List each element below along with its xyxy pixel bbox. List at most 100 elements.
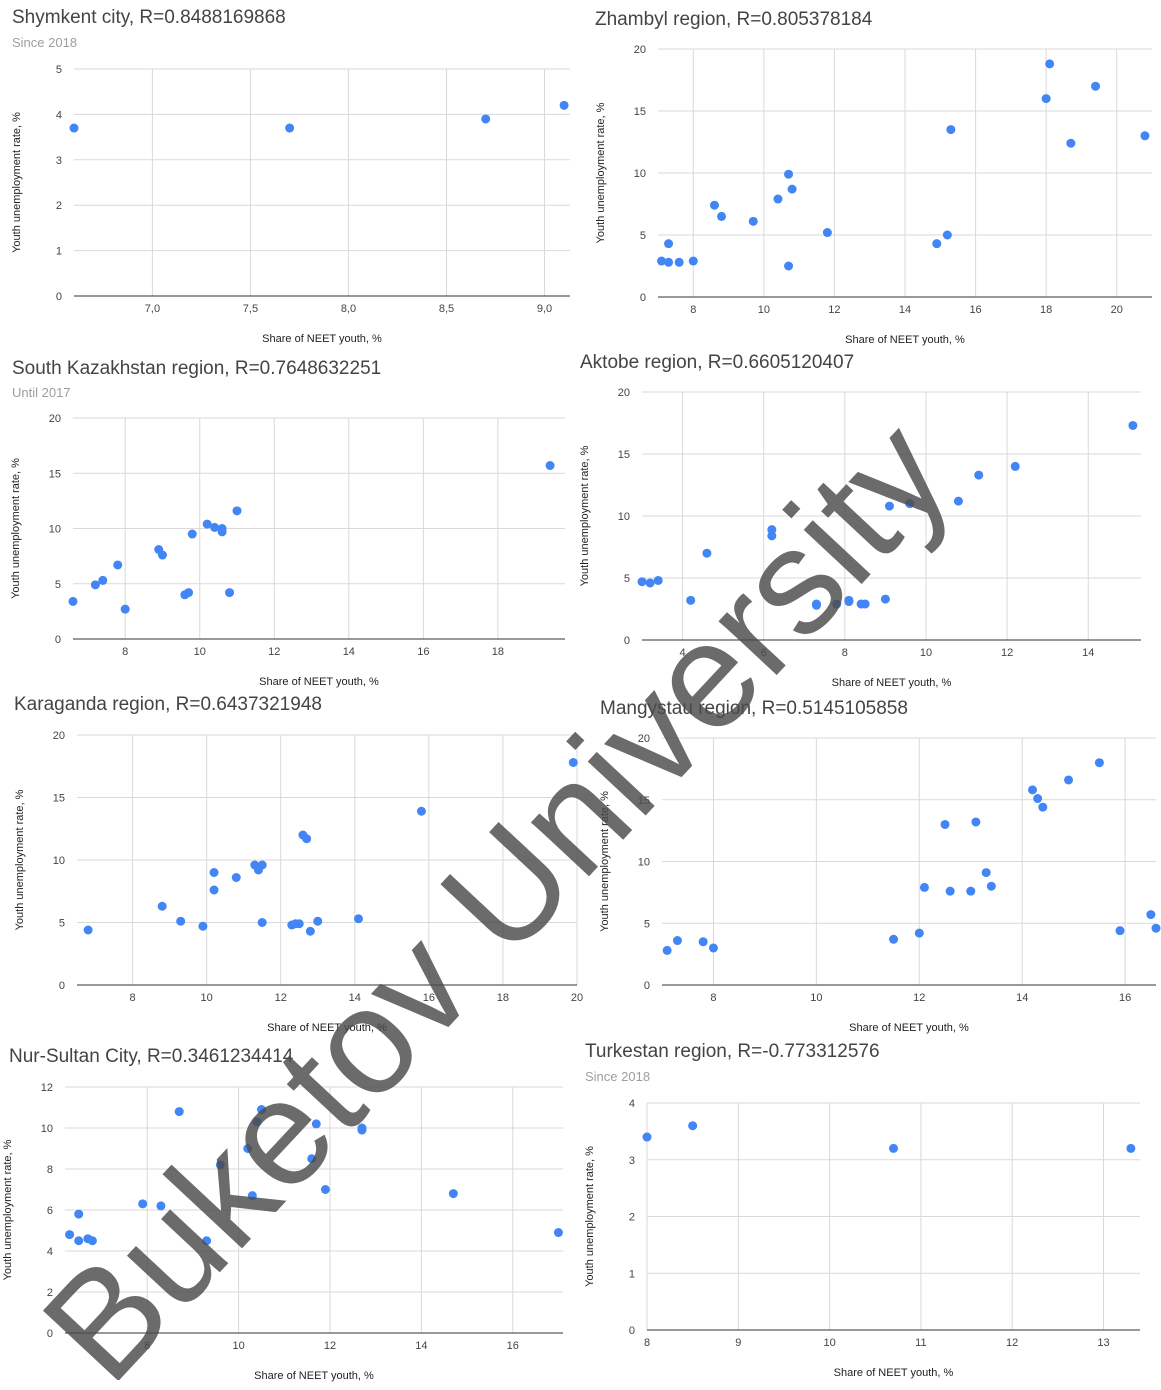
y-tick-label: 4	[47, 1246, 53, 1258]
data-point	[880, 594, 890, 604]
south-kazakhstan-region-chart: South Kazakhstan region, R=0.7648632251 U…	[0, 355, 581, 700]
y-tick-label: 4	[629, 1098, 635, 1110]
data-point	[686, 595, 696, 605]
x-tick-label: 12	[1001, 647, 1013, 659]
data-point	[305, 926, 315, 936]
data-point	[844, 595, 854, 605]
x-tick-label: 10	[823, 1337, 835, 1349]
data-point	[1128, 420, 1138, 430]
x-axis-label: Share of NEET youth, %	[845, 334, 965, 346]
data-point	[784, 261, 794, 271]
y-tick-label: 5	[624, 573, 630, 585]
x-tick-label: 10	[201, 992, 213, 1004]
x-tick-label: 12	[268, 646, 280, 658]
data-point	[1041, 94, 1051, 104]
x-tick-label: 18	[492, 646, 504, 658]
y-axis-label: Youth unemployment rate, %	[10, 458, 22, 599]
x-tick-label: 16	[423, 992, 435, 1004]
x-tick-label: 8	[129, 992, 135, 1004]
data-point	[69, 123, 79, 133]
y-axis-label: Youth unemployment rate, %	[599, 791, 611, 932]
x-tick-label: 9	[735, 1337, 741, 1349]
data-point	[914, 928, 924, 938]
x-tick-label: 16	[1119, 992, 1131, 1004]
data-point	[138, 1199, 148, 1209]
chart-title: Nur-Sultan City, R=0.3461234414	[9, 1046, 294, 1067]
data-point	[568, 758, 578, 767]
plot-area: 0 5 10 15 20 8 10 12 14 16 18 20 Share of NEET youth…	[14, 730, 583, 1034]
y-tick-label: 5	[640, 230, 646, 242]
plot-area: 0 2 4 6 8 10 12 8 10 12 14 16 Share of NEET youth, %…	[2, 1082, 563, 1382]
data-point	[1091, 81, 1101, 91]
x-tick-label: 10	[232, 1340, 244, 1352]
data-point	[717, 211, 727, 221]
data-point	[981, 868, 991, 878]
data-point	[1115, 926, 1125, 936]
x-tick-label: 7,0	[145, 303, 160, 315]
y-tick-label: 15	[634, 106, 646, 118]
data-point	[773, 194, 783, 204]
y-tick-label: 20	[618, 387, 630, 399]
data-point	[688, 1121, 698, 1131]
data-point	[945, 886, 955, 896]
data-point	[822, 228, 832, 238]
chart-subtitle: Since 2018	[12, 35, 78, 50]
y-tick-label: 3	[56, 155, 62, 167]
x-axis-label: Share of NEET youth, %	[259, 676, 379, 688]
data-point	[672, 936, 682, 946]
y-tick-label: 2	[629, 1212, 635, 1224]
aktobe-region-chart: Aktobe region, R=0.6605120407 0 5 10 15 20 4 6 8…	[579, 352, 1161, 700]
data-point	[674, 257, 684, 267]
data-point	[247, 1191, 257, 1201]
plot-area: 0 1 2 3 4 5 7,0 7,5 8,0 8,5 9,0 Share of NEET youth…	[11, 64, 570, 345]
x-axis-label: Share of NEET youth, %	[849, 1022, 969, 1034]
data-point	[662, 945, 672, 955]
x-tick-label: 13	[1097, 1337, 1109, 1349]
data-point	[645, 578, 655, 588]
y-tick-label: 0	[629, 1325, 635, 1337]
data-point	[252, 1117, 262, 1127]
data-point	[198, 921, 208, 931]
y-axis-label: Youth unemployment rate, %	[11, 112, 23, 253]
data-point	[311, 1119, 321, 1129]
chart-title: Turkestan region, R=-0.773312576	[585, 1041, 880, 1062]
data-point	[98, 575, 108, 585]
x-tick-label: 20	[571, 992, 583, 1004]
x-tick-label: 4	[680, 647, 686, 659]
data-point	[202, 519, 212, 529]
data-point	[184, 588, 194, 598]
data-point	[664, 257, 674, 267]
data-point	[884, 501, 894, 511]
x-tick-label: 8	[122, 646, 128, 658]
data-point	[637, 577, 647, 587]
x-tick-label: 12	[1006, 1337, 1018, 1349]
data-point	[953, 496, 963, 506]
y-tick-label: 0	[59, 980, 65, 992]
data-point	[174, 1107, 184, 1117]
data-point	[664, 239, 674, 249]
data-point	[313, 916, 323, 926]
data-point	[1064, 775, 1074, 785]
x-tick-label: 10	[920, 647, 932, 659]
data-point	[157, 901, 167, 911]
data-point	[176, 916, 186, 926]
data-point	[416, 806, 426, 816]
x-tick-label: 8	[842, 647, 848, 659]
x-axis-label: Share of NEET youth, %	[262, 333, 382, 345]
x-tick-label: 14	[1016, 992, 1028, 1004]
x-axis-label: Share of NEET youth, %	[267, 1022, 387, 1034]
y-tick-label: 5	[56, 64, 62, 76]
x-tick-label: 10	[758, 304, 770, 316]
data-point	[209, 885, 219, 895]
data-point	[157, 550, 167, 560]
data-point	[559, 100, 569, 110]
y-tick-label: 10	[49, 524, 61, 536]
data-point	[1094, 758, 1104, 768]
x-tick-label: 14	[1082, 647, 1094, 659]
data-point	[702, 548, 712, 558]
y-tick-label: 1	[629, 1268, 635, 1280]
data-point	[986, 881, 996, 891]
x-tick-label: 6	[761, 647, 767, 659]
x-tick-label: 10	[194, 646, 206, 658]
y-axis-label: Youth unemployment rate, %	[584, 1146, 596, 1287]
